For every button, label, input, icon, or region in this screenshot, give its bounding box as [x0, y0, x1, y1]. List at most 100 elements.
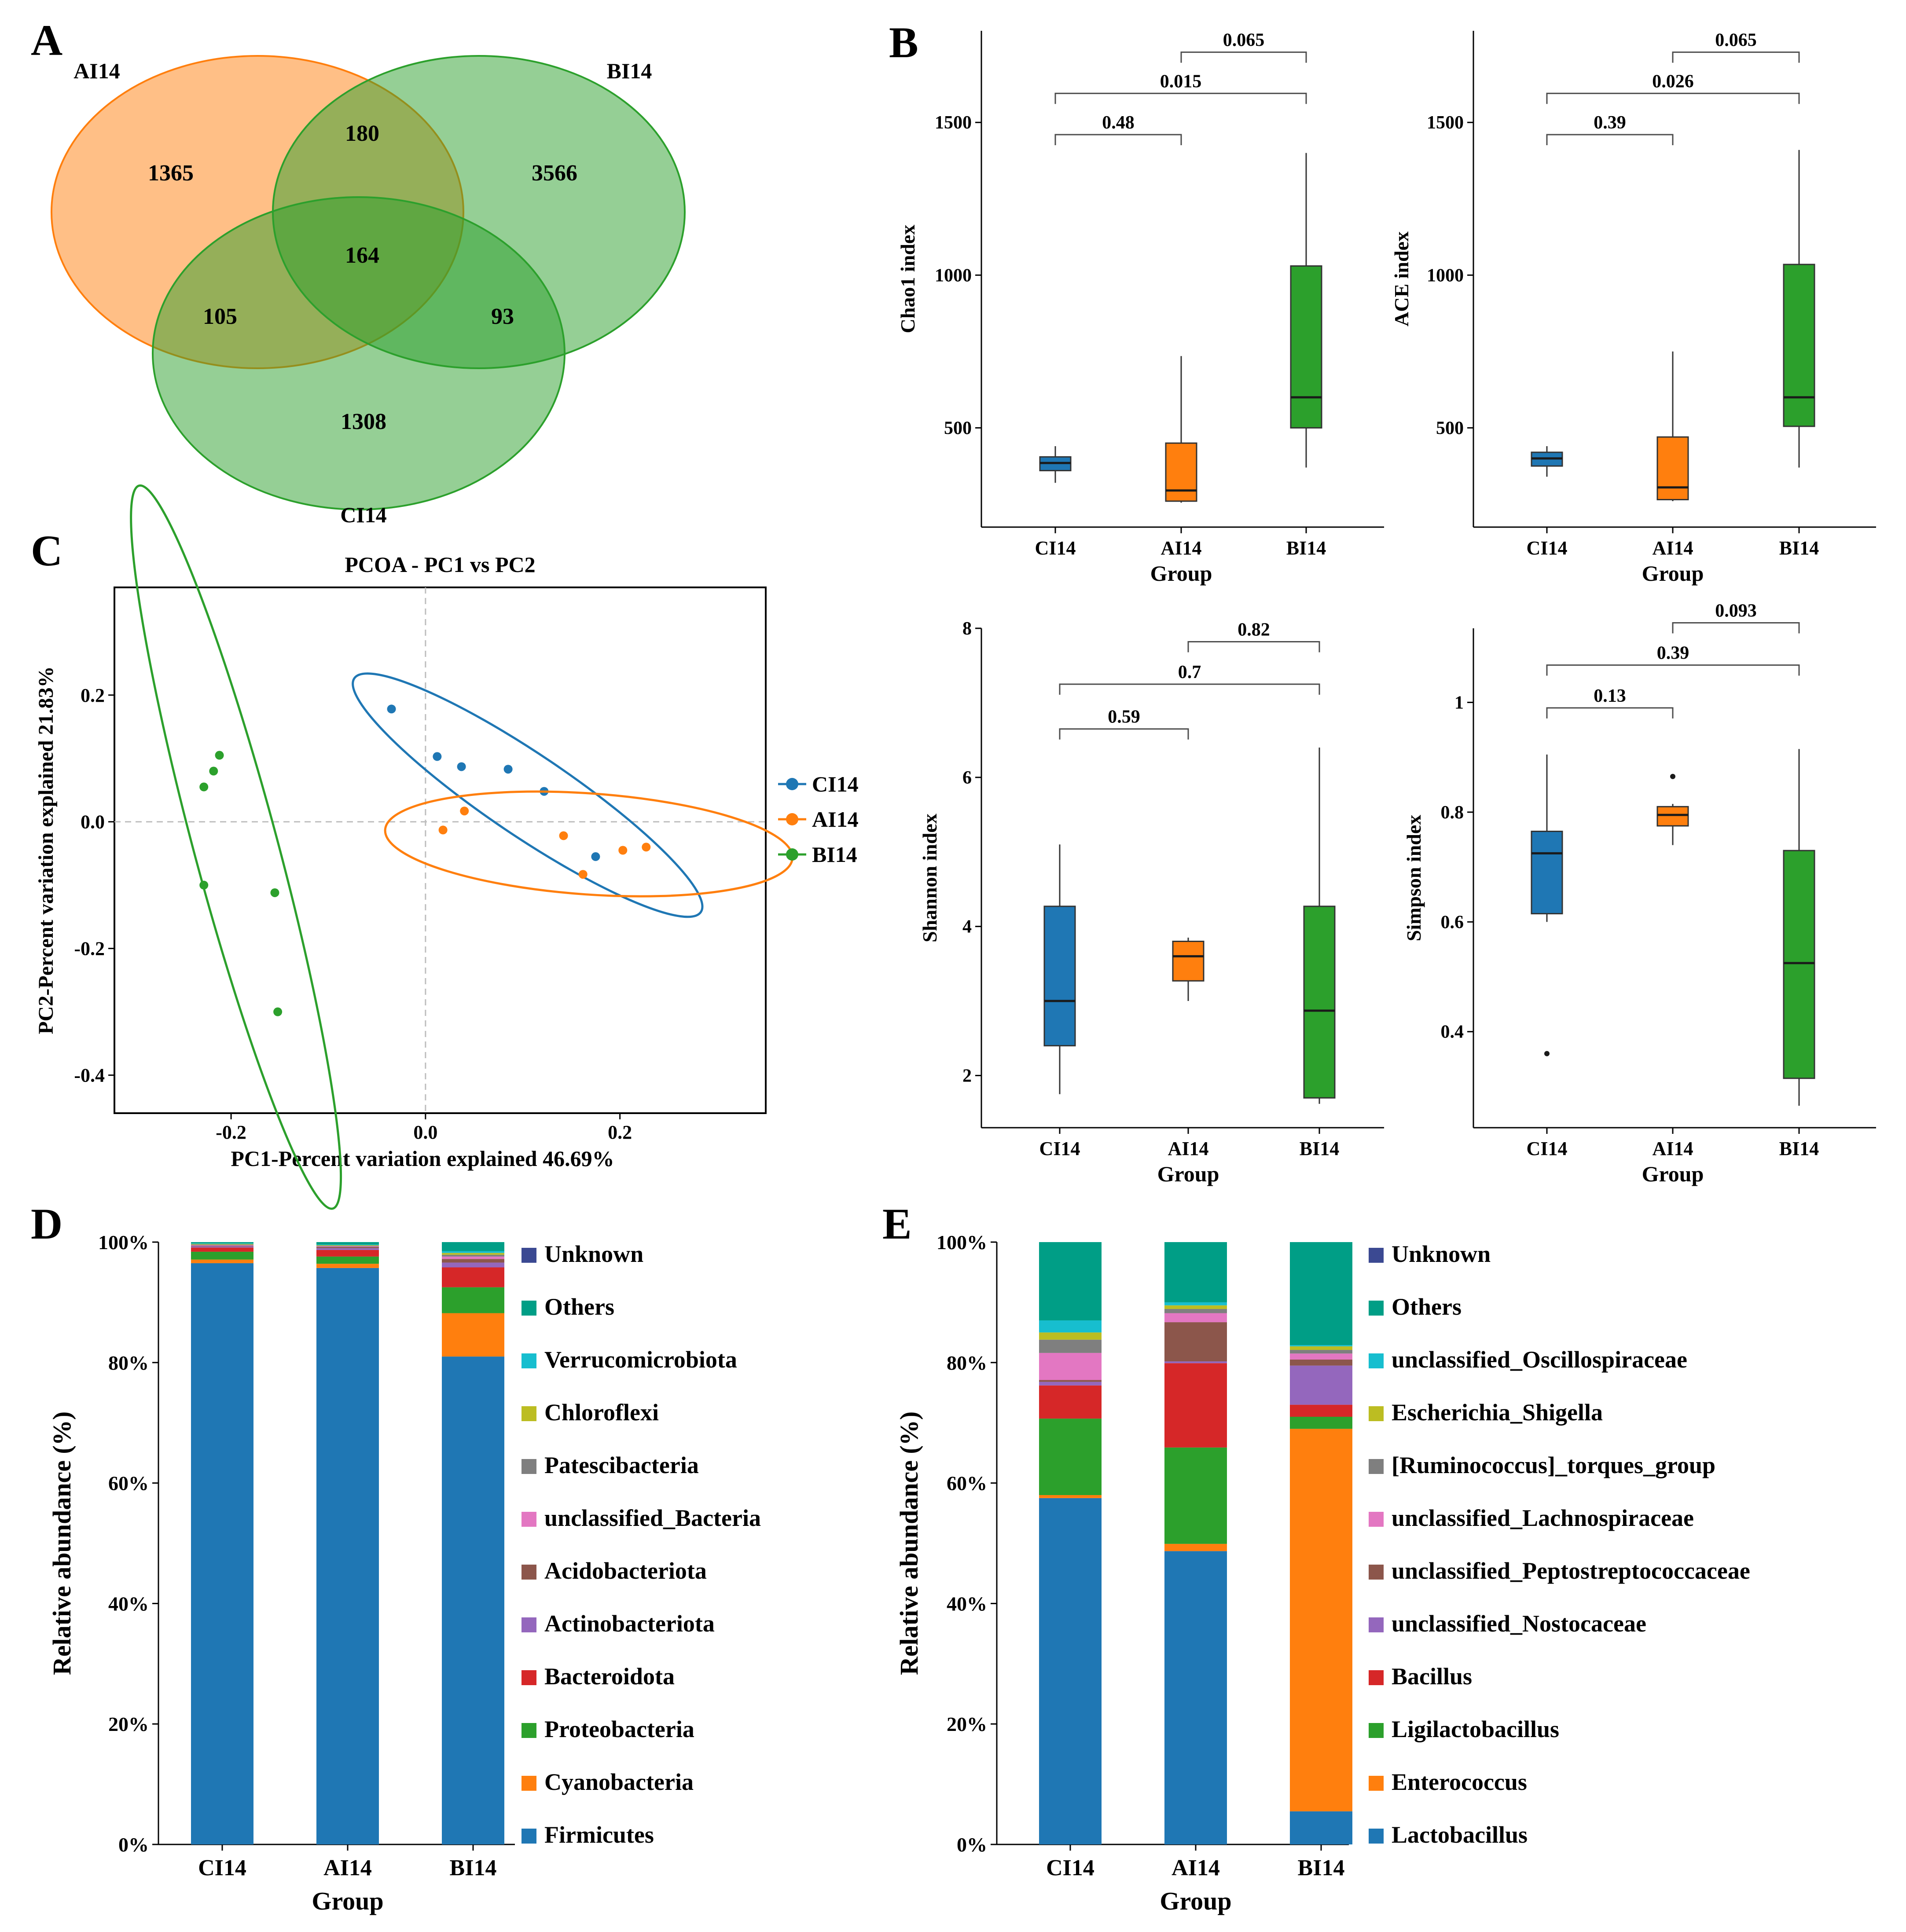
legend-label-actinobacteriota: Actinobacteriota	[544, 1610, 715, 1637]
legend-swatch-bacillus	[1369, 1670, 1384, 1685]
x-tick-label: 0.2	[608, 1122, 632, 1143]
venn-count-bi14-ci14: 93	[491, 304, 514, 329]
legend-label-lactobacillus: Lactobacillus	[1392, 1822, 1528, 1848]
ace-boxplot: 500 1000 1500 CI14 AI14 BI14 Group ACE index 0.3…	[1390, 30, 1876, 586]
bar-segment-others	[1290, 1242, 1352, 1345]
y-tick-label: 80%	[947, 1352, 987, 1374]
y-tick-label: 0.0	[81, 811, 105, 833]
x-tick-label-ai14: AI14	[323, 1855, 372, 1881]
chao1-boxplot: 500 1000 1500 CI14 AI14 BI14 Group Chao1 index 0…	[896, 30, 1384, 586]
legend-label-others: Others	[1392, 1294, 1462, 1320]
genus-stacked-bar: 0% 20% 40% 60% 80% 100% CI14 AI14 BI14 Group Relat…	[895, 1231, 1750, 1915]
legend-label-bi14: BI14	[812, 842, 857, 867]
bar-segment-bacteroidota	[316, 1250, 379, 1257]
x-tick-label-bi14: BI14	[1286, 537, 1326, 559]
p-value-label: 0.065	[1223, 30, 1265, 51]
box-ai14	[1656, 436, 1689, 501]
point-ci14	[433, 752, 442, 761]
panel-label-d: D	[31, 1199, 62, 1248]
point-ai14	[438, 825, 448, 835]
comparison-bracket	[1059, 728, 1189, 740]
legend-label-unclassified-oscillospiraceae: unclassified_Oscillospiraceae	[1392, 1346, 1687, 1373]
legend-swatch-unclassified-oscillospiraceae	[1369, 1353, 1384, 1368]
legend-label-acidobacteriota: Acidobacteriota	[544, 1558, 707, 1584]
bar-segment-lactobacillus	[1039, 1498, 1102, 1844]
legend-swatch-firmicutes	[521, 1829, 536, 1844]
y-axis-label: Simpson index	[1403, 815, 1425, 942]
bar-segment-actinobacteriota	[442, 1262, 504, 1268]
legend-swatch-unknown	[1369, 1248, 1384, 1263]
legend-swatch-unclassified-nostocaceae	[1369, 1617, 1384, 1632]
y-tick-label: 0%	[957, 1833, 987, 1856]
bar-segment-acidobacteriota	[442, 1259, 504, 1263]
y-tick-label: 0.8	[1441, 803, 1464, 823]
y-axis-label: ACE index	[1390, 231, 1413, 326]
comparison-bracket	[1054, 92, 1307, 104]
venn-count-ci14-only: 1308	[341, 409, 386, 434]
y-tick-label: -0.2	[74, 938, 105, 960]
x-axis-label: Group	[1642, 1162, 1704, 1186]
bar-segment-unclassified-oscillospiraceae	[1164, 1302, 1227, 1305]
bar-segment-enterococcus	[1039, 1495, 1102, 1498]
bar-segment-verrucomicrobiota	[316, 1244, 379, 1245]
bar-segment-cyanobacteria	[442, 1313, 504, 1357]
outlier-ai14	[1670, 774, 1675, 779]
plot-frame	[114, 587, 767, 1114]
bar-segment-escherichia-shigella	[1290, 1346, 1352, 1350]
y-tick-label: 60%	[108, 1472, 149, 1495]
x-tick-label-ci14: CI14	[1046, 1855, 1094, 1881]
ellipse-bi14	[130, 484, 342, 1210]
bar-segment-ruminococcus-torques-group	[1164, 1309, 1227, 1313]
bar-segment-ruminococcus-torques-group	[1039, 1339, 1102, 1353]
y-tick-label: -0.4	[74, 1065, 105, 1086]
y-axis-label: PC2-Percent variation explained 21.83%	[34, 666, 58, 1034]
p-value-label: 0.026	[1652, 71, 1694, 92]
x-axis-label: Group	[1150, 561, 1212, 586]
bar-segment-unclassified-bacteria	[442, 1256, 504, 1259]
legend-swatch-acidobacteriota	[521, 1565, 536, 1580]
y-tick-label: 100%	[98, 1231, 149, 1254]
box-bi14	[1303, 906, 1336, 1099]
y-tick-label: 1500	[1427, 113, 1464, 133]
bar-segment-unclassified-bacteria	[316, 1246, 379, 1247]
comparison-bracket	[1059, 683, 1320, 695]
legend-swatch-others	[1369, 1301, 1384, 1316]
bar-segment-unclassified-oscillospiraceae	[1039, 1320, 1102, 1333]
x-axis-label: Group	[1157, 1162, 1219, 1186]
y-tick-label: 20%	[108, 1713, 149, 1735]
y-tick-label: 40%	[108, 1592, 149, 1615]
bar-segment-unclassified-peptostreptococcaceae	[1164, 1322, 1227, 1362]
y-tick-label: 2	[962, 1066, 972, 1086]
bar-segment-escherichia-shigella	[1164, 1305, 1227, 1309]
chart-title: PCOA - PC1 vs PC2	[345, 552, 535, 577]
y-tick-label: 4	[962, 917, 972, 937]
point-bi14	[273, 1007, 283, 1016]
p-value-label: 0.59	[1108, 707, 1140, 727]
x-axis-label: Group	[1160, 1887, 1231, 1915]
p-value-label: 0.82	[1238, 620, 1270, 640]
y-tick-label: 500	[1436, 418, 1464, 438]
y-tick-label: 60%	[947, 1472, 987, 1495]
bar-segment-ruminococcus-torques-group	[1290, 1350, 1352, 1354]
legend-swatch-enterococcus	[1369, 1776, 1384, 1791]
y-tick-label: 1000	[1427, 265, 1464, 286]
y-tick-label: 0.4	[1441, 1022, 1464, 1042]
bar-segment-unclassified-lachnospiraceae	[1164, 1313, 1227, 1323]
venn-count-all: 164	[345, 243, 379, 268]
p-value-label: 0.48	[1102, 113, 1135, 133]
x-tick-label-bi14: BI14	[1300, 1138, 1339, 1159]
x-axis-label: Group	[312, 1887, 383, 1915]
bar-segment-lactobacillus	[1164, 1551, 1227, 1844]
legend-marker-bi14	[786, 848, 798, 861]
bar-segment-others	[1164, 1242, 1227, 1302]
bar-segment-enterococcus	[1164, 1543, 1227, 1551]
legend-swatch-ruminococcus-torques-group	[1369, 1459, 1384, 1474]
legend-label-patescibacteria: Patescibacteria	[544, 1452, 699, 1478]
bar-segment-enterococcus	[1290, 1429, 1352, 1811]
comparison-bracket	[1672, 622, 1800, 634]
bar-segment-unclassified-lachnospiraceae	[1290, 1353, 1352, 1360]
legend-swatch-ligilactobacillus	[1369, 1723, 1384, 1738]
x-tick-label: -0.2	[216, 1122, 246, 1143]
y-axis-label: Shannon index	[918, 814, 941, 942]
